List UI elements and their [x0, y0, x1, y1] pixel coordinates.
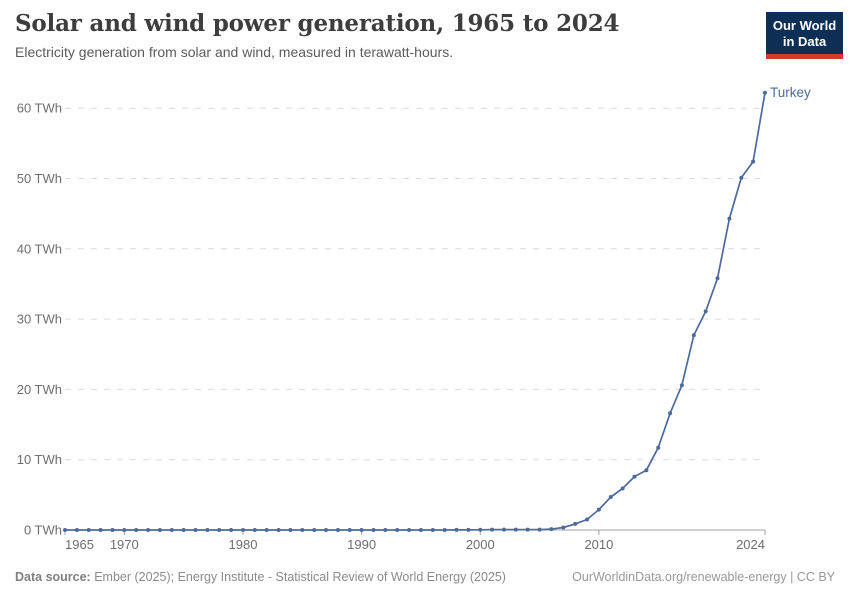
owid-credit-link[interactable]: OurWorldinData.org/renewable-energy | CC… — [572, 570, 835, 584]
data-point[interactable] — [110, 528, 115, 532]
data-point[interactable] — [513, 527, 518, 532]
data-point[interactable] — [418, 528, 423, 532]
y-tick-label: 30 TWh — [17, 312, 62, 327]
data-point[interactable] — [324, 528, 328, 532]
x-tick-label: 2010 — [584, 537, 613, 552]
data-point[interactable] — [74, 528, 79, 532]
data-point[interactable] — [596, 507, 601, 512]
data-point[interactable] — [122, 528, 127, 532]
data-point[interactable] — [371, 528, 376, 532]
chart-title: Solar and wind power generation, 1965 to… — [15, 10, 620, 37]
data-point[interactable] — [691, 333, 696, 338]
data-point[interactable] — [442, 528, 447, 532]
data-point[interactable] — [525, 527, 530, 532]
data-point[interactable] — [157, 528, 162, 532]
data-point[interactable] — [751, 159, 756, 164]
data-point[interactable] — [288, 528, 293, 532]
data-point[interactable] — [169, 528, 174, 532]
data-point[interactable] — [276, 528, 281, 532]
data-point[interactable] — [300, 528, 305, 532]
owid-logo-stripe — [766, 54, 843, 59]
y-tick-label: 10 TWh — [17, 452, 62, 467]
data-point[interactable] — [466, 527, 471, 532]
x-tick-label: 2024 — [736, 537, 765, 552]
data-point[interactable] — [359, 528, 364, 532]
y-tick-label: 40 TWh — [17, 241, 62, 256]
data-point[interactable] — [264, 528, 269, 532]
data-point[interactable] — [146, 528, 151, 532]
data-point[interactable] — [217, 528, 222, 532]
data-point[interactable] — [407, 528, 412, 532]
data-point[interactable] — [668, 411, 673, 416]
owid-logo-line2: in Data — [782, 33, 827, 49]
data-point[interactable] — [537, 527, 542, 532]
y-tick-label: 50 TWh — [17, 171, 62, 186]
data-source-label: Data source: — [15, 570, 91, 584]
data-point[interactable] — [395, 528, 400, 532]
chart-footer: Data source: Ember (2025); Energy Instit… — [15, 570, 835, 585]
data-point[interactable] — [490, 527, 495, 532]
data-point[interactable] — [644, 468, 649, 473]
data-source-note: Data source: Ember (2025); Energy Instit… — [15, 570, 506, 585]
owid-logo-line1: Our World — [772, 18, 837, 33]
data-point[interactable] — [763, 90, 767, 95]
x-tick-label: 1965 — [65, 537, 94, 552]
data-point[interactable] — [134, 528, 139, 532]
data-point[interactable] — [549, 527, 554, 532]
data-point[interactable] — [727, 216, 732, 221]
data-point[interactable] — [454, 527, 459, 532]
data-point[interactable] — [632, 474, 637, 479]
data-point[interactable] — [383, 528, 388, 532]
data-point[interactable] — [312, 528, 317, 532]
data-point[interactable] — [430, 528, 435, 532]
data-source-text: Ember (2025); Energy Institute - Statist… — [90, 570, 506, 584]
data-point[interactable] — [739, 175, 744, 180]
data-point[interactable] — [241, 528, 245, 532]
data-point[interactable] — [585, 517, 589, 522]
data-point[interactable] — [335, 528, 340, 532]
data-point[interactable] — [502, 527, 506, 532]
y-tick-label: 60 TWh — [17, 101, 62, 116]
data-point[interactable] — [252, 528, 257, 532]
data-point[interactable] — [561, 525, 566, 530]
chart-subtitle: Electricity generation from solar and wi… — [15, 44, 454, 60]
data-point[interactable] — [229, 528, 234, 532]
data-point[interactable] — [86, 528, 91, 532]
data-point[interactable] — [63, 528, 67, 532]
owid-logo: Our World in Data — [766, 12, 843, 59]
data-point[interactable] — [205, 528, 210, 532]
data-point[interactable] — [347, 528, 352, 532]
data-point[interactable] — [608, 495, 613, 499]
chart-header: Solar and wind power generation, 1965 to… — [15, 10, 619, 60]
data-point[interactable] — [478, 527, 483, 532]
data-point[interactable] — [715, 276, 720, 281]
data-point[interactable] — [620, 486, 625, 491]
x-tick-label: 1970 — [110, 537, 139, 552]
x-tick-label: 1980 — [229, 537, 258, 552]
data-point[interactable] — [679, 383, 684, 388]
x-tick-label: 2000 — [466, 537, 495, 552]
data-point[interactable] — [656, 445, 661, 450]
y-tick-label: 0 TWh — [24, 523, 62, 538]
y-tick-label: 20 TWh — [17, 382, 62, 397]
data-point[interactable] — [573, 521, 578, 526]
data-point[interactable] — [193, 528, 198, 532]
data-point[interactable] — [181, 528, 186, 532]
series-line-turkey[interactable] — [65, 92, 766, 531]
x-tick-label: 1990 — [347, 537, 376, 552]
data-point[interactable] — [98, 528, 103, 532]
data-point[interactable] — [703, 309, 708, 314]
series-label-turkey[interactable]: Turkey — [770, 85, 811, 100]
